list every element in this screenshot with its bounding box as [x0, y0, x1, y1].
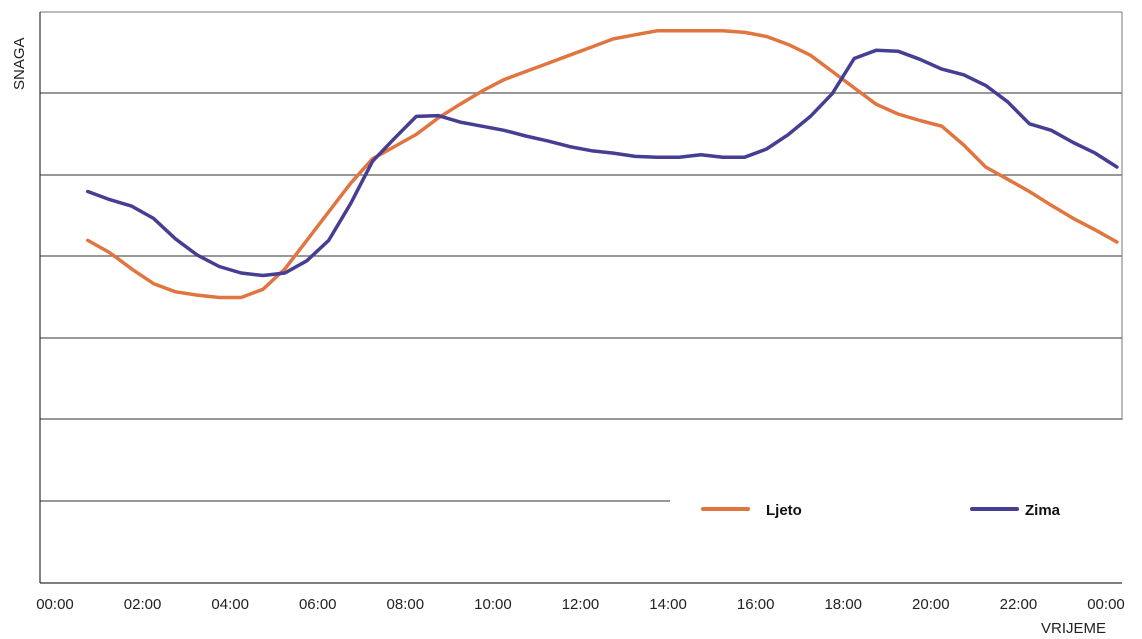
series-line-ljeto	[86, 29, 1119, 300]
x-tick-label: 18:00	[824, 596, 862, 613]
x-tick-label: 14:00	[649, 596, 687, 613]
x-axis-title: VRIJEME	[1041, 620, 1106, 637]
x-tick-label: 00:00	[1087, 596, 1125, 613]
gridlines	[40, 92, 1122, 502]
x-tick-label: 10:00	[474, 596, 512, 613]
legend-label-zima: Zima	[1025, 502, 1061, 519]
y-axis-title: SNAGA	[11, 37, 28, 90]
x-tick-label: 12:00	[562, 596, 600, 613]
x-tick-label: 06:00	[299, 596, 337, 613]
x-tick-label: 20:00	[912, 596, 950, 613]
x-tick-label: 00:00	[36, 596, 74, 613]
x-tick-label: 04:00	[211, 596, 249, 613]
x-tick-label: 22:00	[1000, 596, 1038, 613]
x-tick-label: 02:00	[124, 596, 162, 613]
legend: Ljeto Zima	[701, 502, 1061, 519]
series-line-zima	[86, 48, 1119, 278]
x-tick-label: 08:00	[387, 596, 425, 613]
x-tick-labels: 00:00 02:00 04:00 06:00 08:00 10:00 12:00 14:00…	[36, 596, 1125, 613]
series-lines	[86, 29, 1119, 300]
legend-label-ljeto: Ljeto	[766, 502, 802, 519]
x-tick-label: 16:00	[737, 596, 775, 613]
